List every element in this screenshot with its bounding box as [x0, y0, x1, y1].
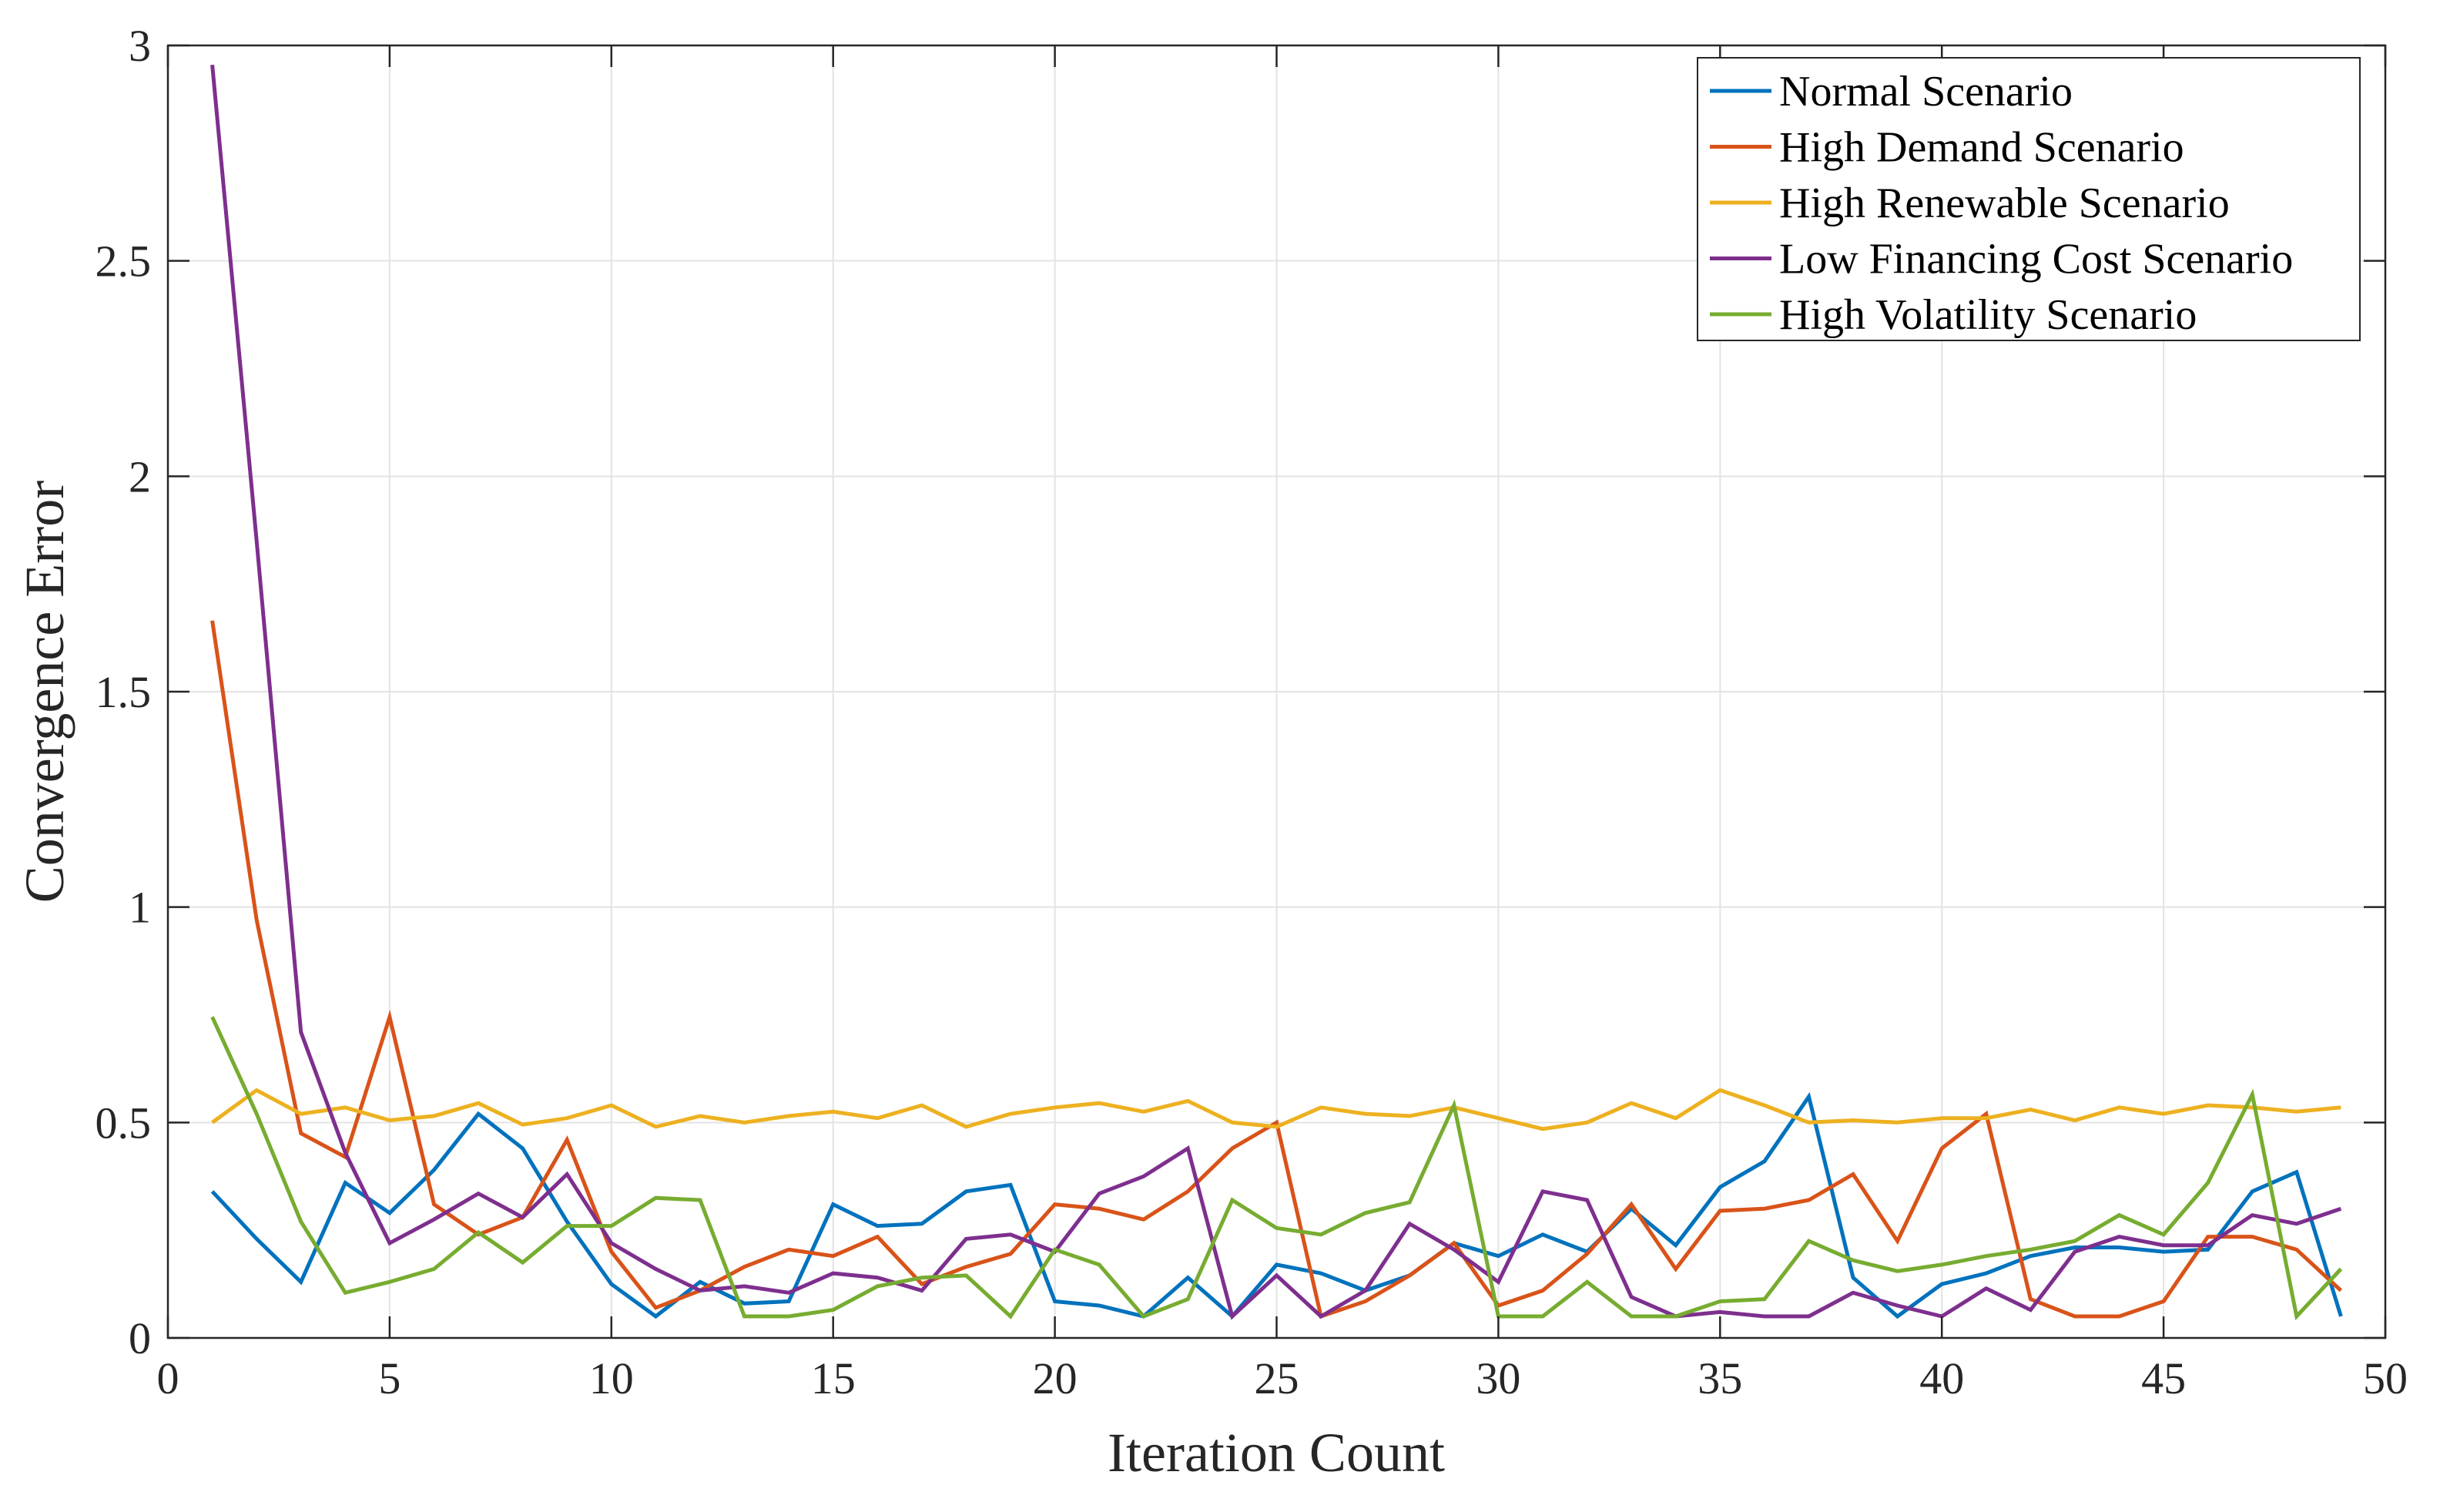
y-tick-label: 1	[129, 883, 151, 933]
x-tick-label: 30	[1476, 1353, 1520, 1403]
legend-label-normal-scenario: Normal Scenario	[1779, 68, 2073, 116]
legend-box	[1697, 57, 2361, 341]
y-tick-label: 2.5	[96, 236, 152, 287]
series-line-normal-scenario	[210, 1091, 2343, 1319]
x-tick-label: 40	[1919, 1353, 1964, 1403]
x-axis-label: Iteration Count	[1108, 1422, 1445, 1484]
x-tick-label: 20	[1033, 1353, 1078, 1403]
y-tick-label: 0	[129, 1313, 151, 1363]
legend-label-high-volatility-scenario: High Volatility Scenario	[1779, 291, 2197, 339]
x-tick-label: 10	[589, 1353, 634, 1403]
x-tick-label: 15	[811, 1353, 856, 1403]
x-tick-label: 45	[2141, 1353, 2186, 1403]
legend-label-high-renewable-scenario: High Renewable Scenario	[1779, 179, 2230, 227]
x-tick-label: 50	[2363, 1353, 2408, 1403]
legend: Normal Scenario High Demand Scenario High …	[1697, 57, 2361, 341]
y-tick-label: 1.5	[96, 667, 152, 717]
series-lines	[210, 64, 2343, 1321]
series-line-high-volatility-scenario	[210, 1016, 2343, 1321]
legend-label-high-demand-scenario: High Demand Scenario	[1779, 124, 2184, 172]
series-line-high-demand-scenario	[210, 620, 2343, 1319]
y-tick-label: 3	[129, 21, 151, 71]
x-tick-label: 5	[378, 1353, 401, 1403]
x-tick-label: 35	[1698, 1353, 1742, 1403]
y-tick-label: 0.5	[96, 1098, 152, 1148]
legend-label-low-financing-cost-scenario: Low Financing Cost Scenario	[1779, 236, 2293, 283]
series-line-low-financing-cost-scenario	[210, 64, 2342, 1320]
y-axis-label: Convergence Error	[14, 481, 75, 903]
tick-labels: 0 5 10 15 20 25 30 35 40 45 50 0 0.5 1 1.5 2 2.5 3	[96, 21, 2408, 1403]
series-line-high-renewable-scenario	[211, 1088, 2341, 1131]
y-tick-label: 2	[129, 451, 151, 501]
x-tick-label: 25	[1255, 1353, 1299, 1403]
x-tick-label: 0	[157, 1353, 179, 1403]
